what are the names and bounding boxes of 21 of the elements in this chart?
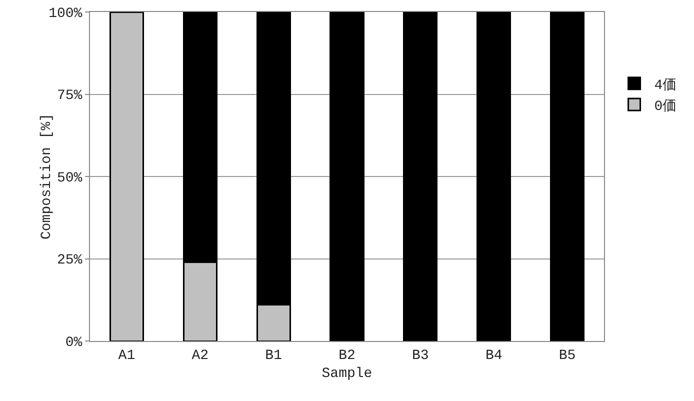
- y-tick-label: 0%: [65, 334, 83, 351]
- x-tick-label: A2: [192, 348, 209, 364]
- x-axis-title: Sample: [322, 366, 372, 382]
- bar: [109, 12, 144, 341]
- bar: [550, 12, 585, 341]
- y-tick-label: 50%: [56, 170, 83, 186]
- x-tick-label: B4: [485, 348, 502, 364]
- bar: [476, 12, 512, 341]
- x-tick-label: B1: [265, 348, 282, 364]
- bar: [330, 12, 364, 341]
- legend-label: 4価: [654, 76, 677, 94]
- y-tick-label: 100%: [48, 6, 83, 22]
- bar: [403, 12, 438, 341]
- x-tick-label: A1: [118, 348, 136, 364]
- y-tick-label: 75%: [56, 88, 83, 104]
- x-tick-label: B5: [558, 348, 576, 364]
- x-tick-label: B3: [412, 348, 429, 364]
- legend-label: 0価: [654, 98, 677, 116]
- y-tick-label: 25%: [56, 252, 83, 269]
- x-tick-label: B2: [338, 348, 356, 364]
- y-axis-title: Composition [%]: [38, 113, 55, 240]
